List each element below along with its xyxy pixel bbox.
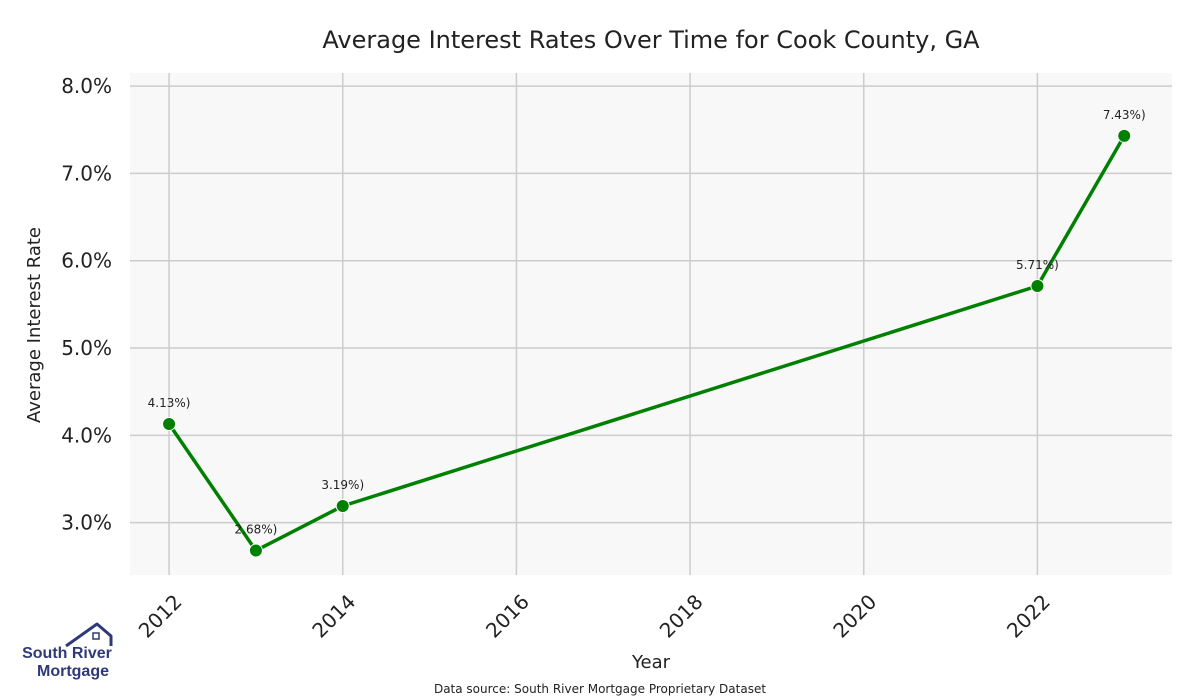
data-point-label: 3.19%)	[321, 478, 364, 492]
y-tick-label: 7.0%	[61, 161, 112, 185]
x-tick-label: 2016	[481, 590, 534, 643]
data-point	[335, 499, 350, 514]
y-tick-label: 5.0%	[61, 336, 112, 360]
house-roof-icon	[65, 622, 113, 648]
logo-text-line2: Mortgage	[37, 663, 109, 680]
y-tick-label: 3.0%	[61, 511, 112, 535]
data-point	[162, 416, 177, 431]
grid	[130, 73, 1172, 575]
data-point-label: 7.43%)	[1103, 108, 1146, 122]
y-axis-label: Average Interest Rate	[24, 227, 45, 423]
y-tick-label: 4.0%	[61, 423, 112, 447]
logo: South River Mortgage	[22, 622, 113, 680]
data-point	[1117, 128, 1132, 143]
x-axis-label: Year	[631, 652, 671, 673]
x-tick-label: 2020	[828, 590, 881, 643]
data-point-label: 5.71%)	[1016, 258, 1059, 272]
data-source-note: Data source: South River Mortgage Propri…	[434, 682, 766, 696]
y-tick-label: 8.0%	[61, 74, 112, 98]
data-point	[248, 543, 263, 558]
plot-background	[130, 73, 1172, 575]
x-tick-label: 2014	[307, 590, 360, 643]
y-tick-label: 6.0%	[61, 249, 112, 273]
data-points	[162, 128, 1132, 558]
y-ticks: 3.0% 4.0% 5.0% 6.0% 7.0% 8.0%	[61, 74, 112, 535]
data-point	[1030, 279, 1045, 294]
x-tick-label: 2022	[1002, 590, 1055, 643]
chart-title: Average Interest Rates Over Time for Coo…	[322, 26, 980, 54]
logo-text-line1: South River	[22, 645, 112, 662]
x-tick-label: 2018	[655, 590, 708, 643]
x-tick-label: 2012	[134, 590, 187, 643]
data-point-label: 4.13%)	[148, 396, 191, 410]
point-labels: 4.13%) 2.68%) 3.19%) 5.71%) 7.43%)	[148, 108, 1146, 537]
data-point-label: 2.68%)	[235, 523, 278, 537]
x-ticks: 2012 2014 2016 2018 2020 2022	[134, 590, 1055, 643]
house-window-icon	[92, 632, 100, 640]
